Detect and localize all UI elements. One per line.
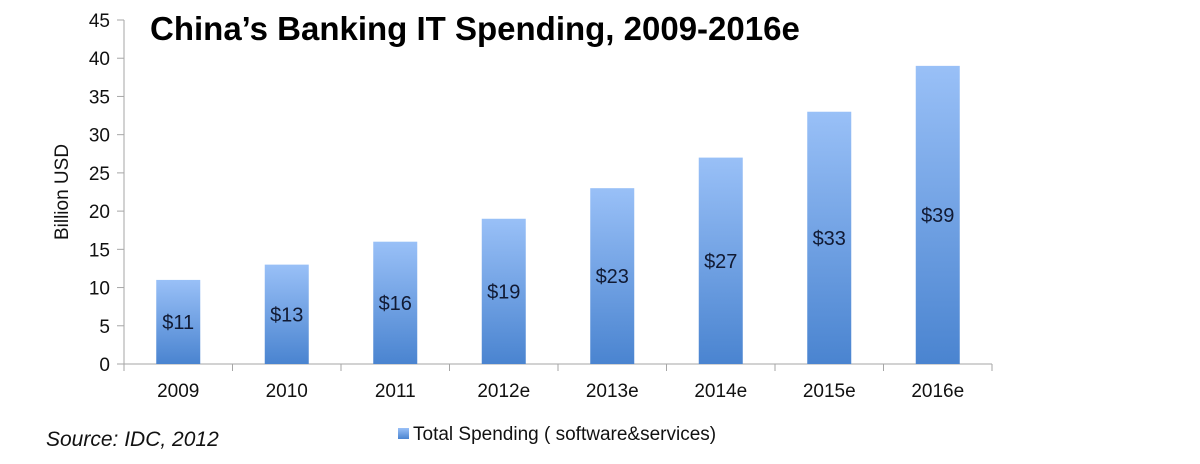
source-note: Source: IDC, 2012 xyxy=(46,428,219,451)
bar xyxy=(481,218,526,364)
data-label: $27 xyxy=(704,251,737,273)
bar xyxy=(156,279,201,364)
bar xyxy=(698,157,743,364)
data-label: $33 xyxy=(813,228,846,250)
legend-label: Total Spending ( software&services) xyxy=(413,424,716,445)
x-tick-label: 2009 xyxy=(157,381,199,402)
bar xyxy=(373,241,418,364)
x-tick-label: 2012e xyxy=(477,381,530,402)
bar xyxy=(807,111,852,364)
y-tick-label: 5 xyxy=(99,317,110,338)
x-axis: 2009 2010 2011 2012e 2013e 2014e 2015e 2016e xyxy=(123,363,993,402)
y-tick-label: 40 xyxy=(89,49,110,70)
legend: Total Spending ( software&services) xyxy=(398,424,716,445)
y-tick-label: 25 xyxy=(89,164,110,185)
y-axis: 0 5 10 15 20 25 30 35 40 45 xyxy=(89,11,125,376)
data-label: $13 xyxy=(270,304,303,326)
y-tick-label: 20 xyxy=(89,202,110,223)
x-tick-label: 2014e xyxy=(694,381,747,402)
y-tick-label: 45 xyxy=(89,11,110,32)
y-tick-label: 0 xyxy=(99,355,110,376)
bars: $11 $13 $16 $19 $23 $27 $33 $39 xyxy=(156,65,960,364)
bar xyxy=(264,264,309,364)
x-tick-label: 2010 xyxy=(266,381,308,402)
chart-title: China’s Banking IT Spending, 2009-2016e xyxy=(150,10,800,47)
x-tick-label: 2016e xyxy=(911,381,964,402)
y-tick-label: 35 xyxy=(89,87,110,108)
x-tick-label: 2015e xyxy=(803,381,856,402)
y-tick-label: 30 xyxy=(89,126,110,147)
x-tick-label: 2011 xyxy=(375,381,416,402)
y-tick-label: 15 xyxy=(89,240,110,261)
data-label: $39 xyxy=(921,205,954,227)
y-axis-label: Billion USD xyxy=(52,144,73,240)
bar xyxy=(915,65,960,364)
data-label: $19 xyxy=(487,281,520,303)
x-tick-label: 2013e xyxy=(586,381,639,402)
data-label: $16 xyxy=(379,293,412,315)
legend-swatch xyxy=(398,428,409,439)
bar xyxy=(590,188,635,364)
data-label: $11 xyxy=(162,312,194,334)
data-label: $23 xyxy=(596,266,629,288)
y-tick-label: 10 xyxy=(89,279,110,300)
